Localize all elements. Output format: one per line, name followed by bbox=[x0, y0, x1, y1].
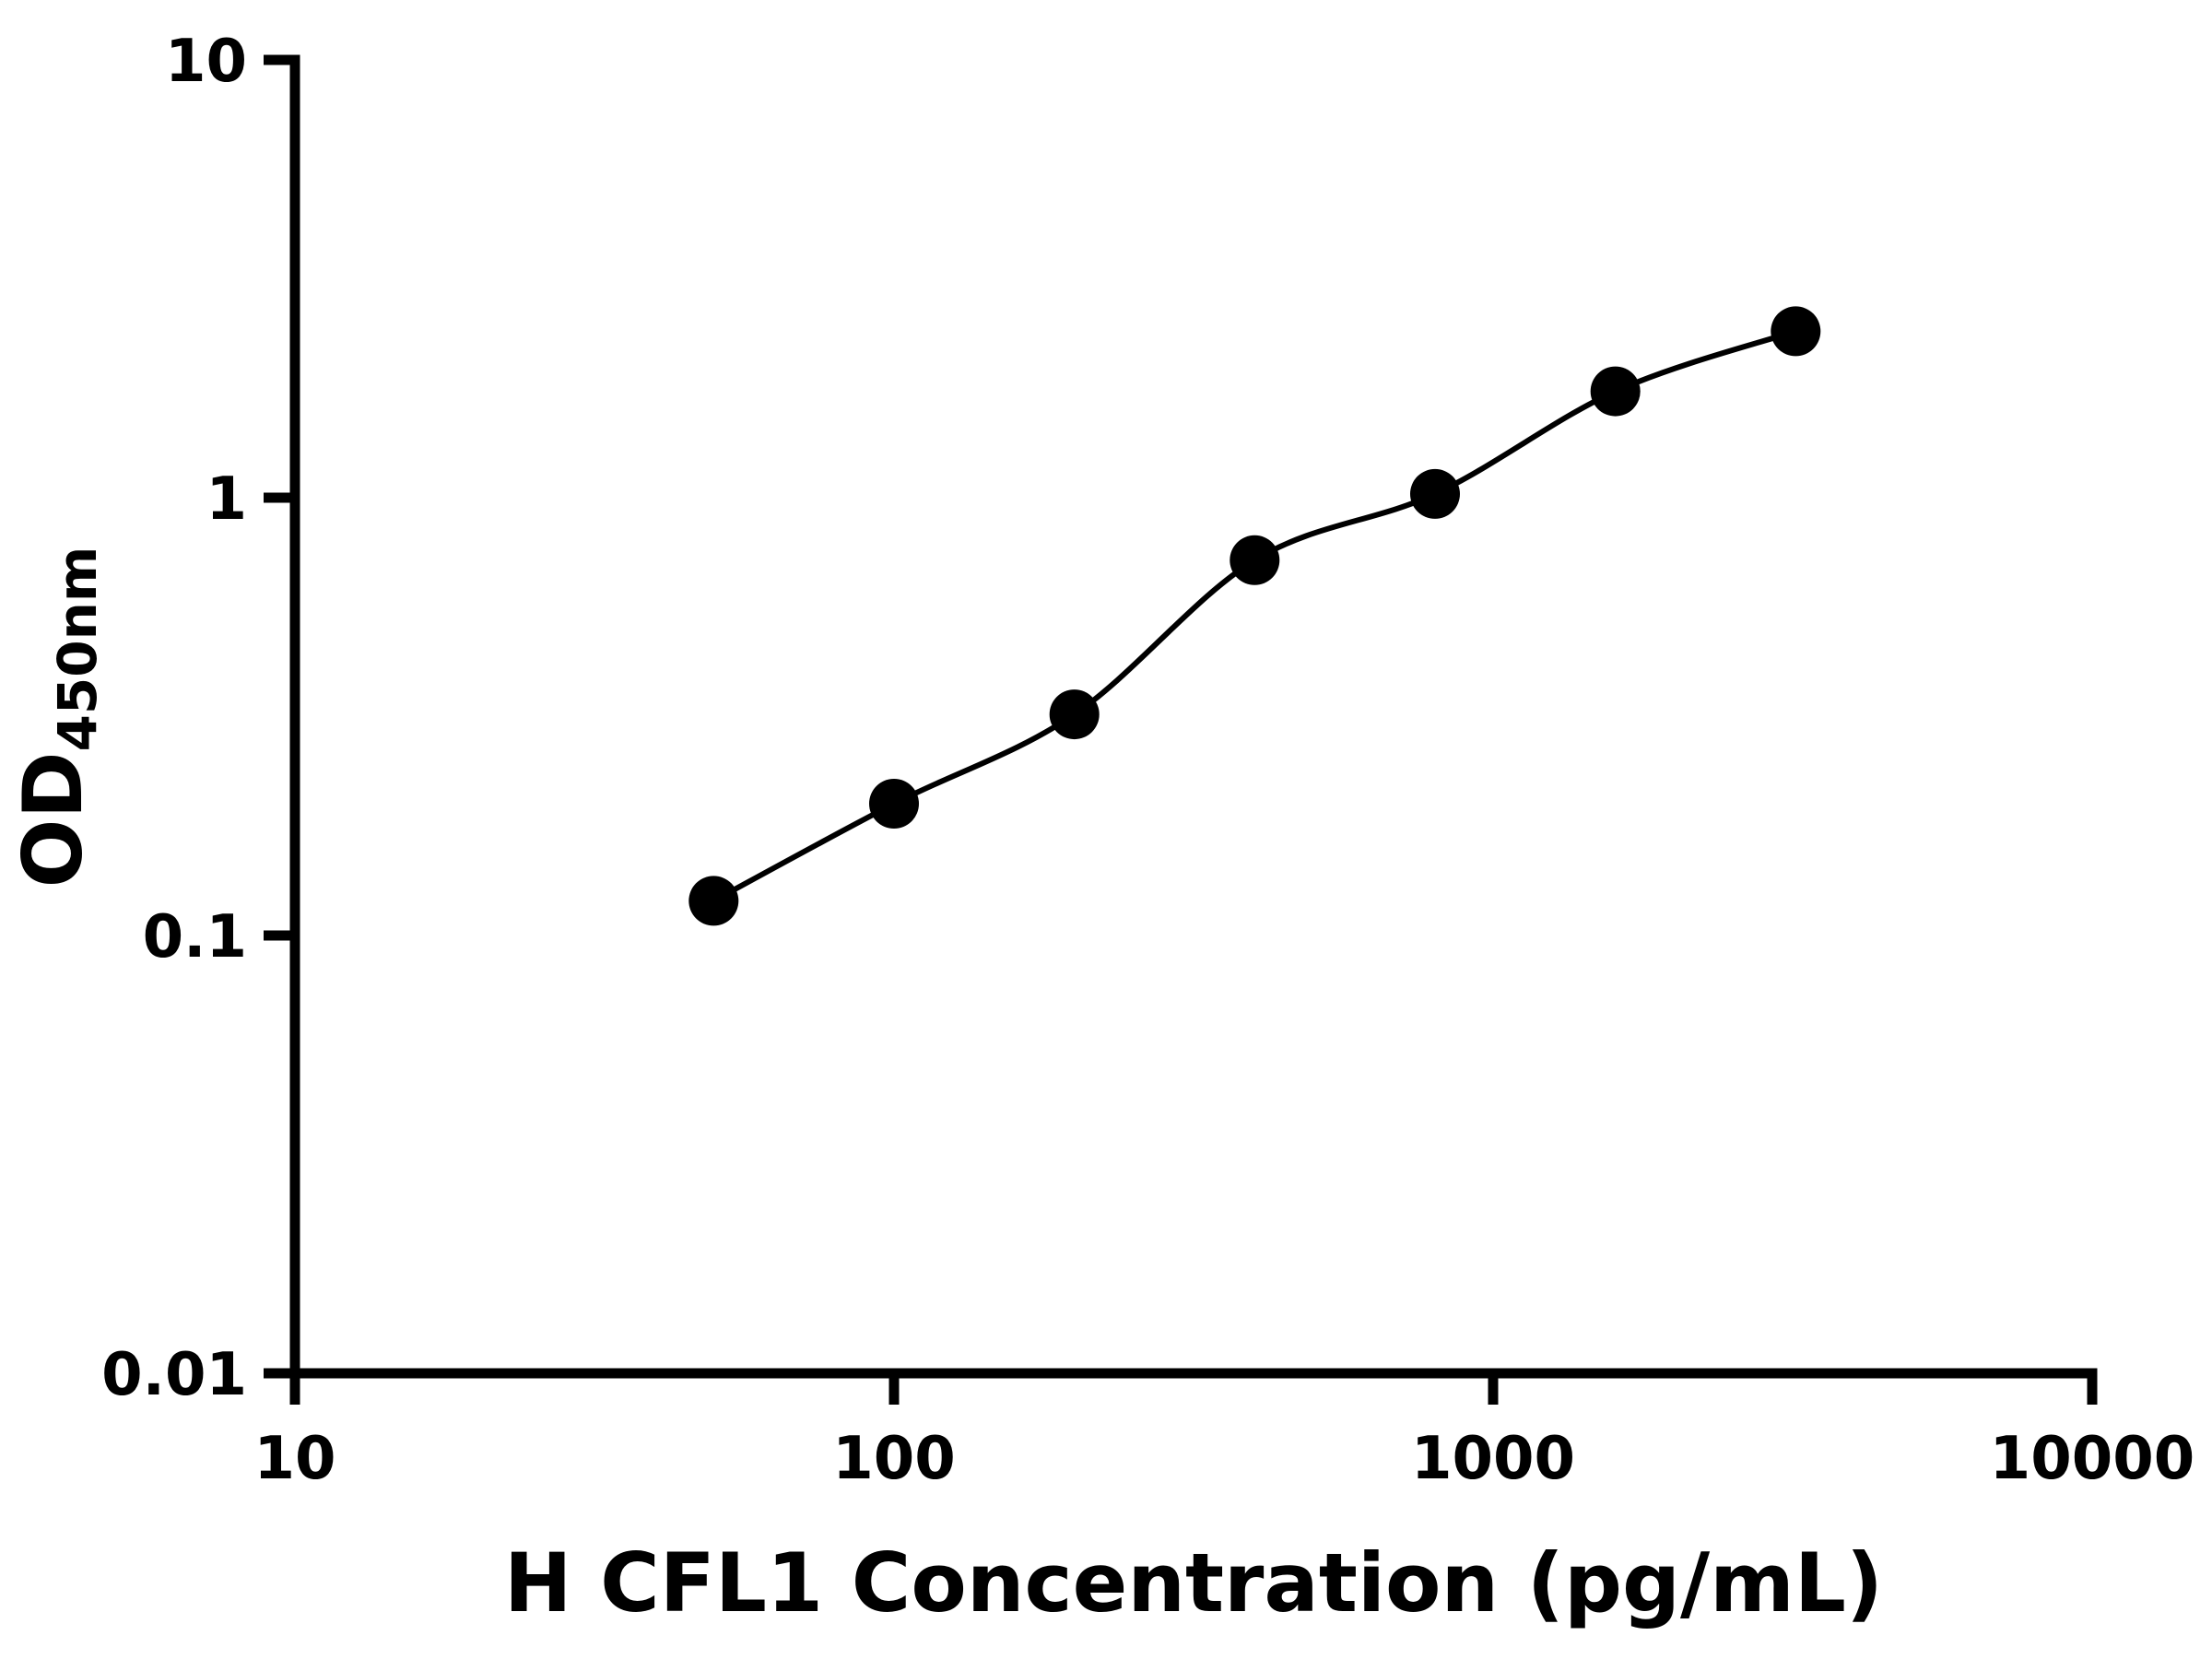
y-axis-tick-label: 10 bbox=[165, 28, 247, 96]
data-point bbox=[1590, 366, 1641, 417]
x-axis-tick-label: 100 bbox=[832, 1425, 956, 1493]
y-axis-tick-label: 0.1 bbox=[143, 903, 247, 971]
data-point bbox=[1049, 689, 1100, 740]
data-point bbox=[1230, 535, 1280, 585]
y-axis-title-base: OD bbox=[6, 751, 100, 888]
data-point bbox=[869, 779, 919, 829]
axes-spine bbox=[289, 54, 2098, 1379]
x-axis-tick-label: 10 bbox=[253, 1425, 335, 1493]
data-point bbox=[688, 876, 739, 926]
y-axis-title: OD450nm bbox=[6, 547, 109, 888]
x-axis-title: H CFL1 Concentration (pg/mL) bbox=[504, 1535, 1883, 1630]
y-axis-title-sub: 450nm bbox=[46, 547, 109, 752]
plot-area: 10 100 1000 10000 0.01 0.1 1 10 bbox=[101, 28, 2194, 1493]
y-axis-tick-label: 1 bbox=[206, 465, 247, 534]
x-axis-tick-label: 10000 bbox=[1990, 1425, 2195, 1493]
data-point bbox=[1410, 468, 1460, 519]
x-axis-tick-label: 1000 bbox=[1411, 1425, 1575, 1493]
data-point bbox=[1771, 306, 1821, 357]
y-axis-tick-label: 0.01 bbox=[101, 1341, 247, 1409]
